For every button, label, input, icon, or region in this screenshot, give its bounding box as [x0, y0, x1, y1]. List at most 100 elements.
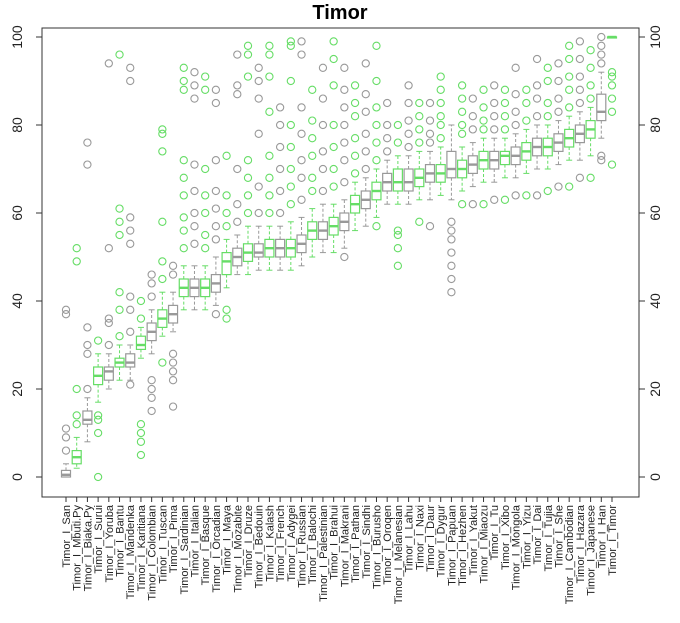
category-label-4: Timor_I_Yoruba [104, 504, 116, 582]
category-label-6: Timor_I_Mandenka [125, 504, 137, 599]
category-label-51: Timor_I_Timor [607, 505, 619, 576]
outlier-27-1 [350, 151, 360, 160]
box-51 [606, 35, 618, 169]
box-11 [178, 63, 189, 311]
outlier-31-5 [393, 120, 403, 130]
box-3 [93, 336, 104, 482]
box-50 [596, 32, 607, 165]
box-44 [531, 54, 543, 200]
box-17 [242, 41, 254, 276]
outlier-40-2 [490, 112, 499, 121]
outlier-45-3 [543, 76, 552, 86]
outlier-9-3 [158, 217, 167, 226]
outlier-45-0 [543, 186, 552, 196]
outlier-35-0 [436, 134, 445, 143]
outlier-14-6 [211, 98, 221, 108]
outlier-4-4 [104, 59, 113, 68]
outlier-40-0 [490, 195, 499, 204]
outlier-19-6 [265, 50, 274, 59]
outlier-1-2 [72, 384, 81, 394]
outlier-2-5 [83, 138, 92, 147]
outlier-13-4 [201, 164, 210, 174]
box-47 [564, 41, 575, 191]
outlier-31-3 [393, 226, 403, 235]
outlier-9-0 [158, 358, 167, 367]
y-tick-label-left-5: 100 [9, 25, 25, 49]
outlier-50-4 [597, 41, 606, 50]
outlier-48-3 [575, 72, 585, 81]
category-label-16: Timor_I_Mozabite [232, 505, 244, 593]
outlier-14-3 [211, 204, 221, 213]
outlier-21-3 [286, 142, 295, 152]
box-body-50 [596, 93, 607, 122]
outlier-26-5 [340, 103, 349, 112]
category-label-12: Timor_I_Italian [189, 505, 201, 577]
outlier-23-1 [308, 173, 317, 182]
outlier-4-3 [104, 244, 113, 253]
box-body-6 [125, 353, 136, 368]
outlier-15-4 [222, 191, 231, 200]
outlier-44-1 [532, 112, 542, 121]
category-label-28: Timor_I_Sindhi [361, 505, 373, 579]
outlier-31-2 [393, 230, 403, 240]
outlier-41-4 [500, 85, 510, 94]
outlier-12-4 [190, 160, 199, 169]
outlier-32-4 [404, 81, 413, 90]
outlier-14-2 [211, 222, 221, 231]
outlier-8-4 [147, 292, 156, 301]
outlier-1-4 [72, 244, 81, 253]
outlier-18-1 [254, 182, 263, 191]
category-label-37: Timor_I_Hezhen [457, 505, 469, 586]
outlier-5-3 [115, 230, 124, 240]
outlier-24-0 [318, 186, 328, 196]
box-27 [349, 81, 361, 232]
outlier-37-5 [457, 81, 467, 90]
y-tick-label-left-0: 0 [9, 473, 25, 481]
category-label-22: Timor_I_Russian [297, 505, 309, 588]
outlier-26-0 [340, 252, 349, 262]
outlier-43-2 [522, 98, 531, 108]
outlier-35-3 [436, 98, 445, 108]
category-label-25: Timor_I_Brahui [329, 505, 341, 580]
outlier-3-1 [93, 428, 103, 438]
outlier-48-1 [575, 98, 585, 108]
category-label-8: Timor_I_Colombian [147, 505, 159, 601]
outlier-11-8 [179, 63, 188, 72]
category-label-15: Timor_I_Maya [222, 504, 234, 575]
outlier-11-7 [179, 76, 188, 86]
outlier-5-4 [115, 217, 124, 226]
outlier-8-6 [147, 270, 156, 279]
outlier-26-4 [340, 120, 349, 130]
outlier-21-5 [286, 76, 295, 86]
category-label-38: Timor_I_Yakut [468, 505, 480, 575]
outlier-12-5 [190, 94, 199, 103]
outlier-48-5 [575, 37, 585, 46]
outlier-38-3 [468, 94, 477, 103]
outlier-30-1 [383, 134, 392, 143]
outlier-17-5 [243, 50, 253, 59]
outlier-12-6 [190, 81, 199, 90]
outlier-33-2 [415, 125, 424, 134]
box-32 [403, 81, 414, 205]
outlier-11-5 [179, 156, 188, 165]
outlier-25-3 [329, 120, 338, 130]
outlier-7-1 [136, 437, 146, 446]
outlier-16-3 [233, 90, 242, 99]
outlier-9-4 [158, 147, 167, 156]
outlier-25-4 [329, 81, 338, 90]
box-39 [478, 85, 489, 209]
outlier-11-0 [179, 244, 188, 253]
outlier-13-6 [201, 72, 210, 81]
outlier-2-0 [83, 384, 92, 394]
outlier-34-0 [425, 222, 435, 231]
outlier-10-4 [168, 349, 178, 358]
category-label-9: Timor_I_Tuscan [157, 505, 169, 584]
outlier-34-3 [425, 116, 435, 125]
outlier-18-2 [254, 129, 263, 138]
box-45 [542, 63, 553, 196]
box-10 [167, 261, 179, 411]
outlier-22-5 [297, 50, 306, 59]
outlier-48-4 [575, 54, 585, 64]
outlier-19-2 [265, 173, 274, 182]
outlier-47-2 [565, 85, 574, 94]
